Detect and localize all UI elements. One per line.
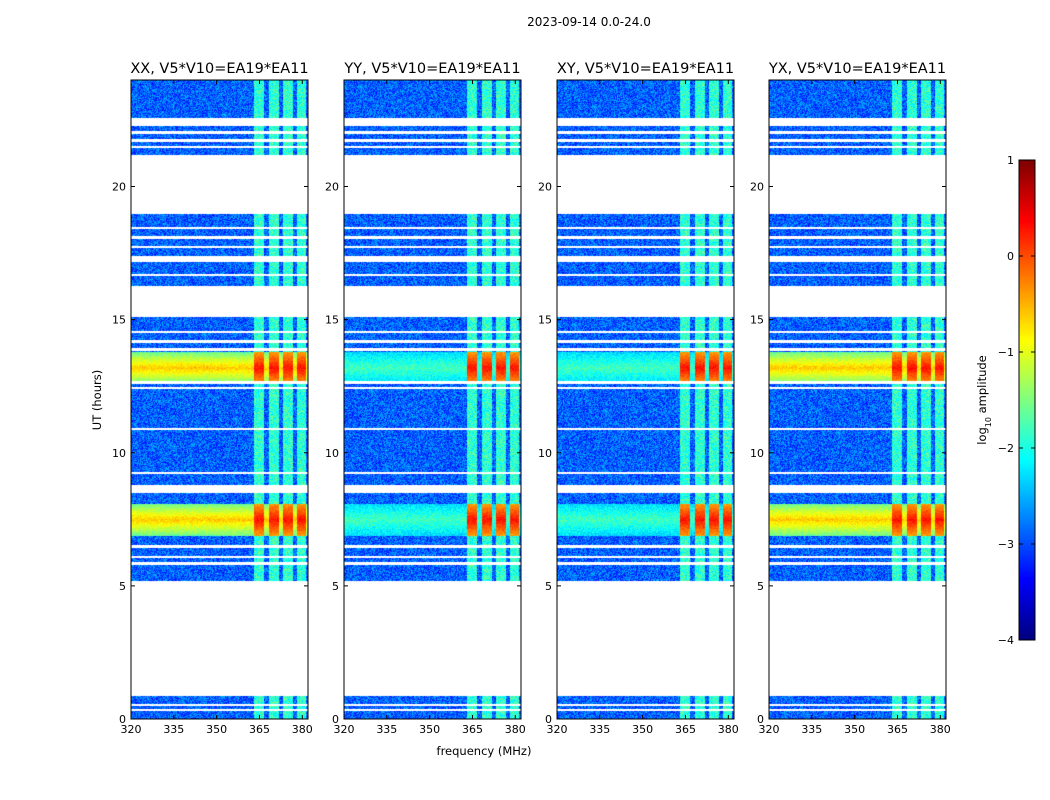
figure-suptitle: 2023-09-14 0.0-24.0 — [527, 15, 651, 29]
panel-title-0: XX, V5*V10=EA19*EA11 — [130, 61, 308, 77]
colorbar-tick-label-5: −4 — [998, 634, 1014, 647]
heatmap-0 — [131, 80, 308, 719]
x-tick-label-3-3: 365 — [887, 723, 908, 736]
panel-title-1: YY, V5*V10=EA19*EA11 — [343, 61, 520, 77]
colorbar-tick-label-2: −1 — [998, 346, 1014, 359]
colorbar-tick-label-0: 1 — [1007, 154, 1014, 167]
x-tick-label-3-4: 380 — [930, 723, 951, 736]
panel-title-2: XY, V5*V10=EA19*EA11 — [557, 61, 734, 77]
y-axis-label: UT (hours) — [90, 370, 104, 430]
y-tick-label-2-0: 0 — [545, 713, 552, 726]
heatmap-1 — [344, 80, 521, 719]
panel-3: YX, V5*V10=EA19*EA11 320 335 350 365 380 0 5 10 1… — [750, 61, 951, 736]
x-tick-label-0-4: 380 — [292, 723, 313, 736]
panel-frame-3 — [768, 79, 947, 720]
y-tick-label-3-3: 15 — [750, 314, 764, 327]
y-tick-label-0-2: 10 — [112, 447, 126, 460]
colorbar-tick-label-1: 0 — [1007, 250, 1014, 263]
y-tick-label-3-0: 0 — [757, 713, 764, 726]
panel-1: YY, V5*V10=EA19*EA11 320 335 350 365 380 0 5 10 1… — [325, 61, 526, 736]
x-tick-label-1-3: 365 — [462, 723, 483, 736]
x-axis-label: frequency (MHz) — [437, 744, 532, 758]
x-tick-label-3-0: 320 — [759, 723, 780, 736]
x-tick-label-2-4: 380 — [718, 723, 739, 736]
y-tick-label-2-4: 20 — [538, 181, 552, 194]
x-tick-label-2-1: 335 — [589, 723, 610, 736]
x-tick-label-0-3: 365 — [249, 723, 270, 736]
x-tick-label-3-1: 335 — [801, 723, 822, 736]
panel-2: XY, V5*V10=EA19*EA11 320 335 350 365 380 0 5 10 1… — [538, 61, 739, 736]
panel-frame-1 — [343, 79, 522, 720]
panel-0: XX, V5*V10=EA19*EA11 320 335 350 365 380 0 5 10 1… — [112, 61, 313, 736]
y-tick-label-3-2: 10 — [750, 447, 764, 460]
y-tick-label-0-0: 0 — [119, 713, 126, 726]
x-tick-label-1-4: 380 — [505, 723, 526, 736]
colorbar-tick-label-4: −3 — [998, 538, 1014, 551]
y-tick-label-1-2: 10 — [325, 447, 339, 460]
heatmap-2 — [557, 80, 734, 719]
y-tick-label-1-4: 20 — [325, 181, 339, 194]
heatmap-3 — [769, 80, 946, 719]
y-tick-label-3-1: 5 — [757, 580, 764, 593]
x-tick-label-2-2: 350 — [632, 723, 653, 736]
x-tick-label-0-2: 350 — [206, 723, 227, 736]
x-tick-label-1-1: 335 — [376, 723, 397, 736]
y-tick-label-0-1: 5 — [119, 580, 126, 593]
x-tick-label-0-1: 335 — [163, 723, 184, 736]
x-tick-label-2-3: 365 — [675, 723, 696, 736]
colorbar-tick-label-3: −2 — [998, 442, 1014, 455]
x-tick-label-0-0: 320 — [121, 723, 142, 736]
y-tick-label-0-3: 15 — [112, 314, 126, 327]
panel-frame-2 — [556, 79, 735, 720]
x-tick-label-1-2: 350 — [419, 723, 440, 736]
y-tick-label-0-4: 20 — [112, 181, 126, 194]
x-tick-label-2-0: 320 — [547, 723, 568, 736]
y-tick-label-1-1: 5 — [332, 580, 339, 593]
colorbar: 1 0 −1 −2 −3 −4 log10 amplitude — [975, 154, 1036, 647]
colorbar-label: log10 amplitude — [975, 355, 993, 445]
y-tick-label-2-1: 5 — [545, 580, 552, 593]
y-tick-label-1-0: 0 — [332, 713, 339, 726]
panels: XX, V5*V10=EA19*EA11 320 335 350 365 380 0 5 10 1… — [112, 61, 951, 736]
panel-frame-0 — [130, 79, 309, 720]
y-tick-label-1-3: 15 — [325, 314, 339, 327]
colorbar-frame — [1018, 159, 1036, 641]
panel-title-3: YX, V5*V10=EA19*EA11 — [768, 61, 946, 77]
x-tick-label-1-0: 320 — [334, 723, 355, 736]
x-tick-label-3-2: 350 — [844, 723, 865, 736]
colorbar-gradient — [1019, 160, 1035, 640]
y-tick-label-3-4: 20 — [750, 181, 764, 194]
y-tick-label-2-3: 15 — [538, 314, 552, 327]
y-tick-label-2-2: 10 — [538, 447, 552, 460]
